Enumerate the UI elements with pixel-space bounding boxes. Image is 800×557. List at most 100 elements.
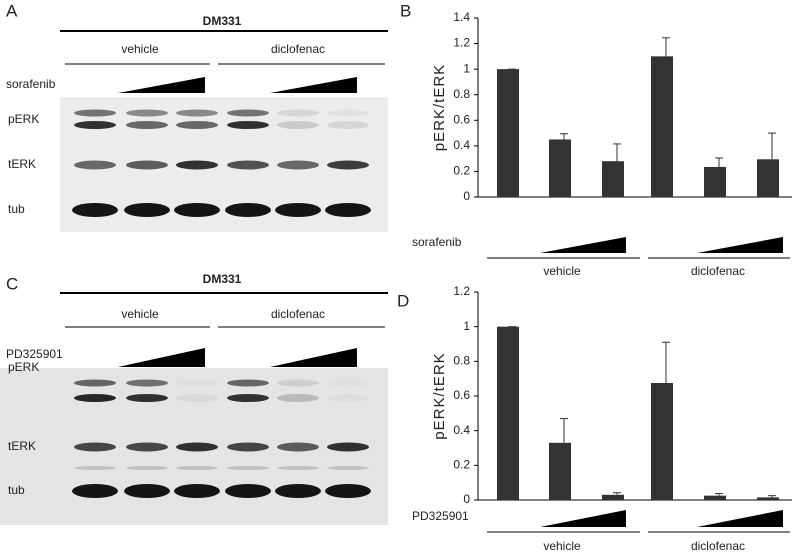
band <box>225 484 271 498</box>
y-tick-label: 1.2 <box>453 284 470 298</box>
y-tick-label: 0.2 <box>453 164 470 178</box>
band <box>325 484 371 498</box>
y-tick-label: 1 <box>463 319 470 333</box>
y-tick-label: 0.8 <box>453 87 470 101</box>
band <box>72 484 118 498</box>
wedge <box>118 348 205 367</box>
band <box>126 394 168 402</box>
band <box>227 379 269 387</box>
y-tick-label: 0.4 <box>453 423 470 437</box>
wedge <box>540 510 626 527</box>
y-tick-label: 0.4 <box>453 138 470 152</box>
bar <box>497 69 519 197</box>
y-tick-label: 0.8 <box>453 354 470 368</box>
band <box>176 394 218 402</box>
band <box>327 160 369 170</box>
band <box>277 466 319 470</box>
bar <box>497 326 519 500</box>
panel-letter: B <box>400 1 411 20</box>
band <box>227 121 269 129</box>
wedge <box>540 237 626 253</box>
band <box>277 379 319 387</box>
band <box>327 121 369 129</box>
band <box>124 203 170 217</box>
row-label: pERK <box>8 112 39 126</box>
band <box>126 379 168 387</box>
bar <box>549 442 571 500</box>
y-tick-label: 0 <box>463 492 470 506</box>
blot-title: DM331 <box>203 14 242 28</box>
y-tick-label: 0.6 <box>453 388 470 402</box>
band <box>174 203 220 217</box>
band <box>327 380 369 387</box>
y-tick-label: 1.4 <box>453 10 470 24</box>
panel-letter: A <box>6 1 18 20</box>
band <box>72 203 118 217</box>
bar <box>651 383 673 500</box>
band <box>327 394 369 402</box>
band <box>74 160 116 170</box>
row-label: tERK <box>8 439 36 453</box>
band <box>124 484 170 498</box>
row-label: tub <box>8 202 25 216</box>
wedge <box>270 77 357 93</box>
bar <box>602 161 624 197</box>
treatment-label: PD325901 <box>412 509 469 523</box>
y-tick-label: 0.6 <box>453 112 470 126</box>
band <box>325 203 371 217</box>
treatment-label: sorafenib <box>412 235 462 249</box>
wedge <box>270 348 357 367</box>
bar <box>757 159 779 197</box>
wedge <box>697 237 783 253</box>
bar <box>602 494 624 500</box>
wedge <box>118 77 205 93</box>
band <box>126 442 168 452</box>
blot-title: DM331 <box>203 272 242 286</box>
panel-letter: D <box>397 291 409 310</box>
band <box>74 466 116 470</box>
row-label: tERK <box>8 157 36 171</box>
group-label: vehicle <box>121 42 159 56</box>
y-tick-label: 0.2 <box>453 458 470 472</box>
band <box>327 109 369 117</box>
group-label: diclofenac <box>271 42 325 56</box>
band <box>74 394 116 402</box>
bar <box>549 139 571 197</box>
y-axis-label: pERK/tERK <box>431 352 448 439</box>
band <box>277 121 319 129</box>
band <box>227 442 269 452</box>
band <box>174 484 220 498</box>
band <box>74 109 116 117</box>
band <box>176 109 218 117</box>
group-label: vehicle <box>543 264 581 278</box>
band <box>176 121 218 129</box>
band <box>277 109 319 117</box>
band <box>277 160 319 170</box>
band <box>126 160 168 170</box>
y-tick-label: 0 <box>463 189 470 203</box>
treatment-label: sorafenib <box>6 77 56 91</box>
band <box>74 121 116 129</box>
band <box>227 394 269 402</box>
band <box>277 442 319 452</box>
band <box>126 109 168 117</box>
y-tick-label: 1 <box>463 61 470 75</box>
bar <box>704 495 726 500</box>
panel-letter: C <box>6 274 18 293</box>
group-label: vehicle <box>543 539 581 553</box>
band <box>327 466 369 470</box>
band <box>176 466 218 470</box>
band <box>126 466 168 470</box>
group-label: vehicle <box>121 307 159 321</box>
band <box>275 484 321 498</box>
band <box>327 442 369 452</box>
treatment-label: PD325901 <box>6 347 63 361</box>
band <box>227 160 269 170</box>
band <box>176 380 218 387</box>
band <box>74 379 116 387</box>
group-label: diclofenac <box>271 307 325 321</box>
band <box>176 160 218 170</box>
band <box>126 121 168 129</box>
band <box>225 203 271 217</box>
